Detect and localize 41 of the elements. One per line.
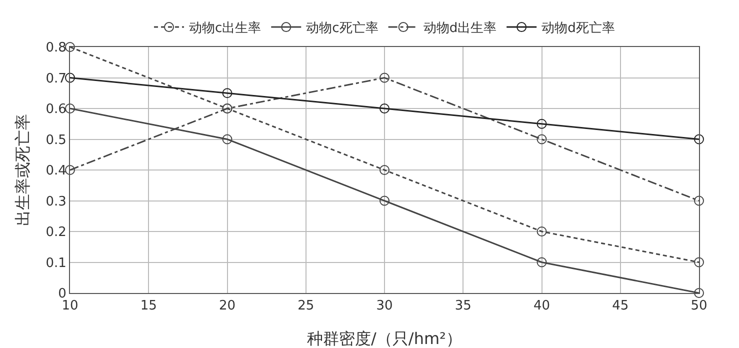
x-tick-label: 10 [62,298,78,314]
x-tick-label: 40 [533,298,550,314]
point [694,196,704,206]
point [694,288,704,298]
point [694,257,704,268]
point [694,134,704,144]
y-tick-label: 0.8 [46,40,66,56]
point [65,42,75,52]
legend-label: 动物d出生率 [423,20,497,36]
point [380,196,390,206]
y-tick-label: 0.5 [46,132,66,148]
y-tick-label: 0.3 [46,194,66,210]
x-tick-label: 15 [140,298,157,314]
y-tick-label: 0.7 [46,71,66,86]
x-tick-label: 25 [298,298,314,314]
x-tick-label: 45 [612,298,629,314]
point [65,72,75,83]
point [536,226,547,236]
legend-label: 动物d死亡率 [542,20,615,36]
x-tick-label: 20 [218,298,236,314]
point [536,134,547,144]
y-tick-label: 0.4 [46,164,66,179]
point [222,88,232,98]
x-tick-label: 50 [690,298,708,314]
point [65,165,75,175]
y-tick-label: 0.6 [46,102,66,118]
x-axis-title: 种群密度/（只/hm²） [307,329,462,348]
point [536,118,547,129]
x-tick-label: 30 [376,298,393,314]
y-axis-title: 出生率或死亡率 [13,114,32,226]
point [380,104,390,114]
point [380,72,390,83]
point [65,104,75,114]
point [536,257,547,268]
y-tick-label: 0.1 [46,256,66,271]
point [380,165,390,175]
legend-label: 动物c出生率 [189,20,262,36]
legend-label: 动物c死亡率 [306,20,378,36]
x-tick-label: 35 [454,298,472,314]
y-tick-label: 0.2 [46,225,66,240]
point [222,134,232,144]
